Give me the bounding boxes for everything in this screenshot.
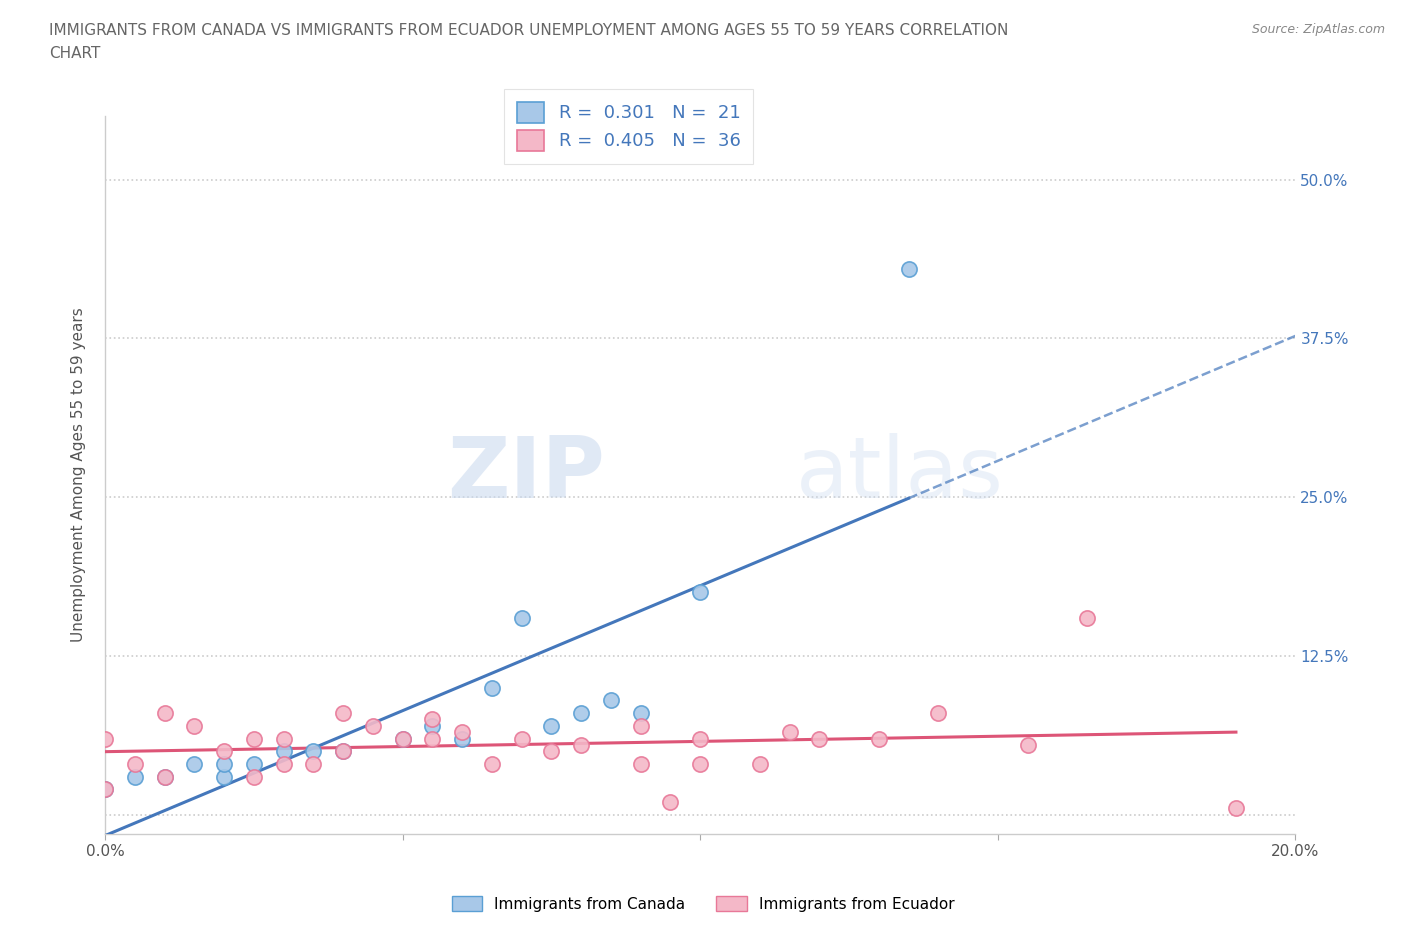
Point xyxy=(243,756,266,771)
Point xyxy=(273,744,295,759)
Point xyxy=(868,731,890,746)
Point xyxy=(481,680,503,695)
Point xyxy=(212,744,235,759)
Point xyxy=(808,731,831,746)
Point xyxy=(1076,610,1098,625)
Point xyxy=(183,718,205,733)
Point xyxy=(600,693,623,708)
Point xyxy=(124,769,146,784)
Point xyxy=(1017,737,1039,752)
Point xyxy=(481,756,503,771)
Point xyxy=(273,731,295,746)
Text: IMMIGRANTS FROM CANADA VS IMMIGRANTS FROM ECUADOR UNEMPLOYMENT AMONG AGES 55 TO : IMMIGRANTS FROM CANADA VS IMMIGRANTS FRO… xyxy=(49,23,1008,38)
Point xyxy=(748,756,770,771)
Point xyxy=(689,756,711,771)
Point xyxy=(897,261,920,276)
Point xyxy=(243,731,266,746)
Point xyxy=(630,718,652,733)
Point xyxy=(243,769,266,784)
Point xyxy=(302,744,325,759)
Point xyxy=(927,706,949,721)
Point xyxy=(422,712,444,727)
Point xyxy=(779,724,801,739)
Point xyxy=(689,731,711,746)
Point xyxy=(94,782,117,797)
Text: ZIP: ZIP xyxy=(447,433,605,516)
Point xyxy=(630,756,652,771)
Point xyxy=(153,769,176,784)
Point xyxy=(569,706,592,721)
Point xyxy=(422,731,444,746)
Y-axis label: Unemployment Among Ages 55 to 59 years: Unemployment Among Ages 55 to 59 years xyxy=(72,308,86,643)
Point xyxy=(540,718,562,733)
Point xyxy=(332,744,354,759)
Point xyxy=(124,756,146,771)
Point xyxy=(212,756,235,771)
Point xyxy=(689,585,711,600)
Point xyxy=(391,731,413,746)
Point xyxy=(183,756,205,771)
Point xyxy=(391,731,413,746)
Point xyxy=(212,769,235,784)
Point xyxy=(361,718,384,733)
Point xyxy=(630,706,652,721)
Point xyxy=(1225,801,1247,816)
Text: atlas: atlas xyxy=(796,433,1004,516)
Point xyxy=(332,706,354,721)
Point xyxy=(569,737,592,752)
Point xyxy=(332,744,354,759)
Text: Source: ZipAtlas.com: Source: ZipAtlas.com xyxy=(1251,23,1385,36)
Point xyxy=(153,706,176,721)
Point xyxy=(302,756,325,771)
Point xyxy=(451,724,474,739)
Point xyxy=(510,610,533,625)
Text: CHART: CHART xyxy=(49,46,101,61)
Point xyxy=(94,782,117,797)
Point xyxy=(153,769,176,784)
Legend: R =  0.301   N =  21, R =  0.405   N =  36: R = 0.301 N = 21, R = 0.405 N = 36 xyxy=(505,89,754,164)
Point xyxy=(422,718,444,733)
Point xyxy=(540,744,562,759)
Point xyxy=(451,731,474,746)
Legend: Immigrants from Canada, Immigrants from Ecuador: Immigrants from Canada, Immigrants from … xyxy=(446,889,960,918)
Point xyxy=(659,794,682,809)
Point xyxy=(273,756,295,771)
Point xyxy=(510,731,533,746)
Point xyxy=(94,731,117,746)
